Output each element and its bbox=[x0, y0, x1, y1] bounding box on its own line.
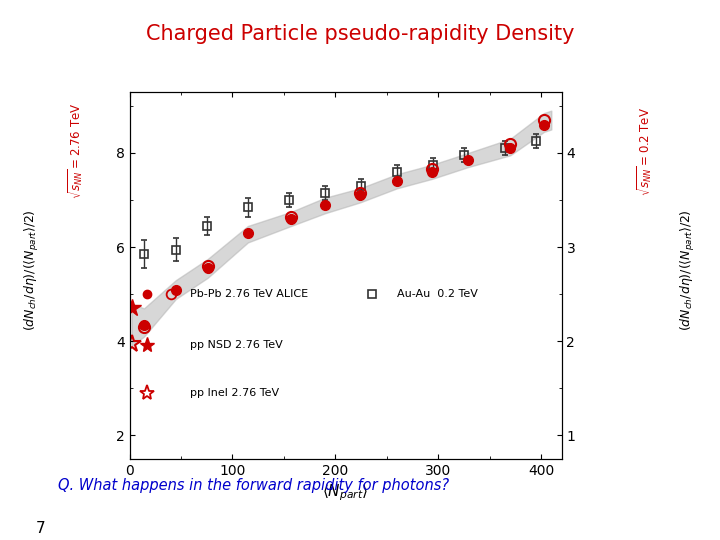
Text: $\sqrt{s_{NN}} = 2.76$ TeV: $\sqrt{s_{NN}} = 2.76$ TeV bbox=[66, 103, 85, 199]
X-axis label: $\langle N_{part}\rangle$: $\langle N_{part}\rangle$ bbox=[323, 482, 369, 503]
Text: $\sqrt{s_{NN}} = 0.2$ TeV: $\sqrt{s_{NN}} = 0.2$ TeV bbox=[635, 106, 654, 196]
Text: Q. What happens in the forward rapidity for photons?: Q. What happens in the forward rapidity … bbox=[58, 478, 449, 493]
Text: pp Inel 2.76 TeV: pp Inel 2.76 TeV bbox=[190, 388, 279, 398]
Text: Pb-Pb 2.76 TeV ALICE: Pb-Pb 2.76 TeV ALICE bbox=[190, 289, 308, 299]
Text: Au-Au  0.2 TeV: Au-Au 0.2 TeV bbox=[397, 289, 478, 299]
Text: $(dN_{ch}/d\eta)/(\langle N_{part}\rangle/2)$: $(dN_{ch}/d\eta)/(\langle N_{part}\rangl… bbox=[679, 209, 697, 331]
Text: $(dN_{ch}/d\eta)/(\langle N_{part}\rangle/2)$: $(dN_{ch}/d\eta)/(\langle N_{part}\rangl… bbox=[23, 209, 42, 331]
Text: pp NSD 2.76 TeV: pp NSD 2.76 TeV bbox=[190, 340, 283, 350]
Text: Charged Particle pseudo-rapidity Density: Charged Particle pseudo-rapidity Density bbox=[145, 24, 575, 44]
Text: 7: 7 bbox=[36, 521, 45, 536]
